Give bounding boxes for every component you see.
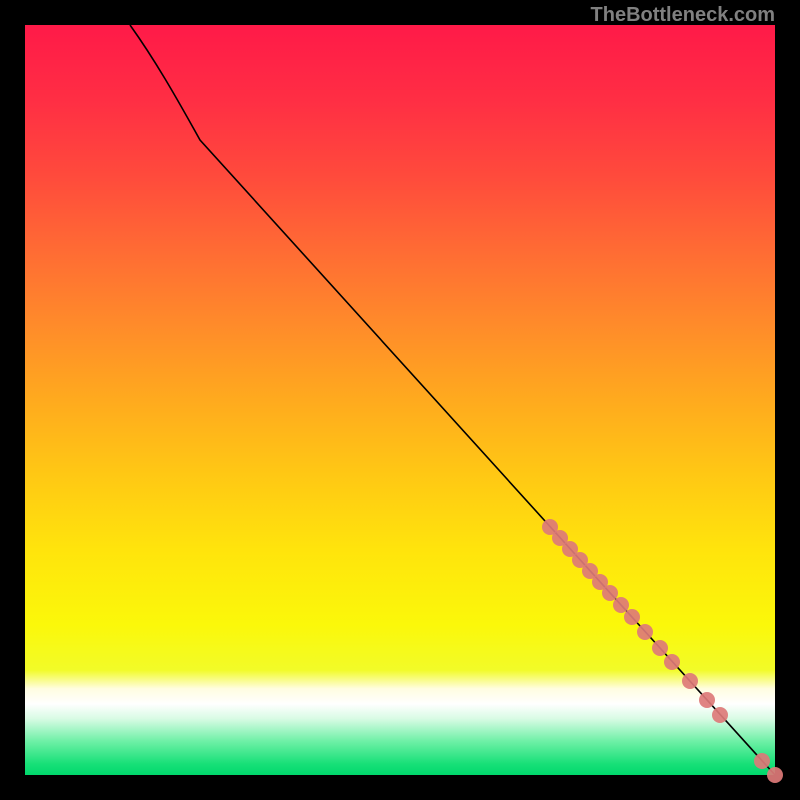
plot-background bbox=[25, 25, 775, 775]
data-point bbox=[637, 624, 653, 640]
data-point bbox=[602, 585, 618, 601]
data-point bbox=[613, 597, 629, 613]
data-point bbox=[712, 707, 728, 723]
data-point bbox=[754, 753, 770, 769]
chart-container: TheBottleneck.com bbox=[0, 0, 800, 800]
watermark-label: TheBottleneck.com bbox=[591, 4, 775, 27]
data-point bbox=[664, 654, 680, 670]
data-point bbox=[652, 640, 668, 656]
data-point bbox=[767, 767, 783, 783]
data-point bbox=[699, 692, 715, 708]
chart-svg bbox=[0, 0, 800, 800]
data-point bbox=[682, 673, 698, 689]
data-point bbox=[624, 609, 640, 625]
